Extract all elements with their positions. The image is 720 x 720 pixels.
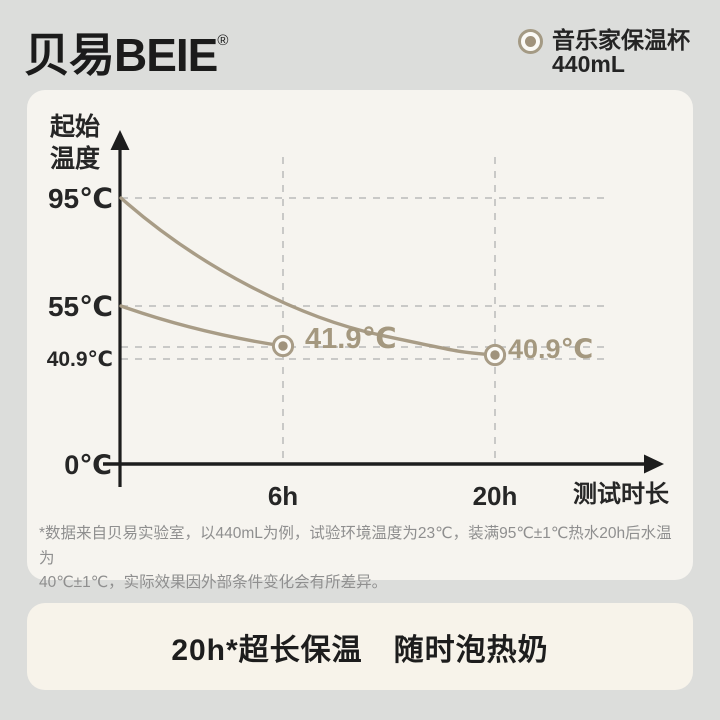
point-label-6h: 41.9℃ xyxy=(305,323,397,355)
brand-logo-text: 贝易BEIE xyxy=(24,29,218,81)
x-axis-title: 测试时长 xyxy=(573,481,670,508)
chart-panel: 起始 温度 测试时长 95℃ 55℃ 40.9℃ 0℃ 6h 20h 41.9℃… xyxy=(27,90,693,591)
y-axis-arrow-icon xyxy=(110,130,130,150)
banner-headline: 20h*超长保温 随时泡热奶 xyxy=(171,633,549,667)
footnote-line1: *数据来自贝易实验室，以440mL为例，试验环境温度为23℃，装满95℃±1℃热… xyxy=(39,525,672,567)
curve-start-95C xyxy=(119,196,497,357)
chart-gridlines xyxy=(121,157,608,463)
x-tick-20h: 20h xyxy=(473,481,518,511)
registered-trademark-icon: ® xyxy=(217,32,229,49)
product-volume: 440mL xyxy=(552,51,625,77)
point-label-20h: 40.9℃ xyxy=(508,334,593,364)
product-name: 音乐家保温杯 xyxy=(552,27,690,53)
marker-20h-dot xyxy=(490,350,500,360)
y-tick-95: 95℃ xyxy=(48,183,113,214)
chart-markers xyxy=(271,334,507,367)
marker-6h-dot xyxy=(278,341,288,351)
product-info: 音乐家保温杯 440mL xyxy=(552,28,690,76)
chart-axes xyxy=(103,130,664,487)
footnote: *数据来自贝易实验室，以440mL为例，试验环境温度为23℃，装满95℃±1℃热… xyxy=(39,522,684,596)
curve-start-55C xyxy=(119,304,285,348)
x-axis-arrow-icon xyxy=(644,454,664,474)
y-axis-title-line1: 起始 xyxy=(50,113,100,141)
y-tick-40-9: 40.9℃ xyxy=(47,348,113,371)
banner-panel: 20h*超长保温 随时泡热奶 xyxy=(27,603,693,690)
bullseye-icon xyxy=(518,29,543,54)
chart-series xyxy=(119,196,497,357)
y-tick-0: 0℃ xyxy=(64,450,112,480)
brand-logo: 贝易BEIE® xyxy=(24,12,228,84)
temperature-chart: 起始 温度 测试时长 95℃ 55℃ 40.9℃ 0℃ 6h 20h 41.9℃… xyxy=(47,113,670,511)
product-badge: 音乐家保温杯 440mL xyxy=(518,28,690,76)
y-tick-55: 55℃ xyxy=(48,291,113,322)
x-tick-6h: 6h xyxy=(268,481,298,511)
bullseye-dot xyxy=(525,36,536,47)
footnote-line2: 40℃±1℃，实际效果因外部条件变化会有所差异。 xyxy=(39,574,388,591)
y-axis-title-line2: 温度 xyxy=(50,144,100,173)
